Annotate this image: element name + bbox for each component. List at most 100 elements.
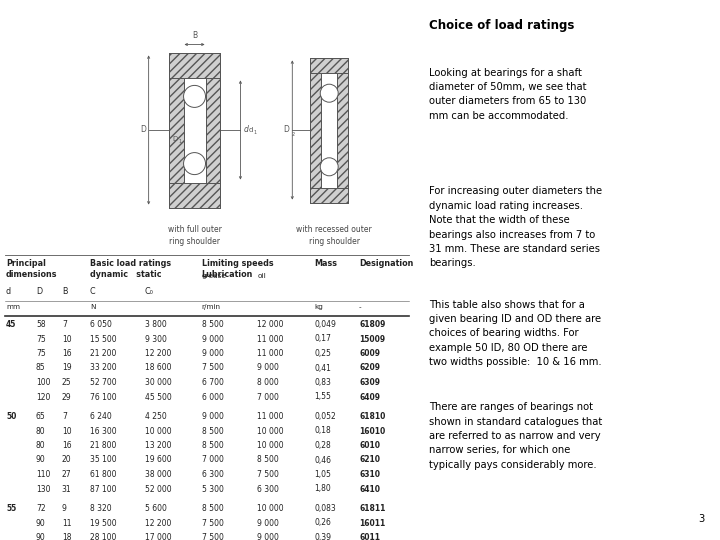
Text: 50: 50 [6,412,17,421]
Text: 0,083: 0,083 [314,504,336,513]
Text: Limiting speeds
Lubrication: Limiting speeds Lubrication [202,259,273,279]
Text: 16011: 16011 [359,518,385,528]
Bar [168,52,220,78]
Text: 6410: 6410 [359,484,380,494]
Text: 12 200: 12 200 [145,518,171,528]
Text: 15 500: 15 500 [90,334,117,343]
Text: 6310: 6310 [359,470,380,479]
Text: mm: mm [6,304,20,310]
Text: 12 000: 12 000 [257,320,284,329]
Bar [337,72,348,187]
Text: 8 320: 8 320 [90,504,112,513]
Text: 12 200: 12 200 [145,349,171,358]
Text: 0,41: 0,41 [314,363,331,373]
Text: 0,83: 0,83 [314,378,331,387]
Text: with full outer
ring shoulder: with full outer ring shoulder [168,225,222,246]
Text: 15009: 15009 [359,334,385,343]
Text: 8 000: 8 000 [257,378,279,387]
Bar [310,57,348,202]
Text: 18 600: 18 600 [145,363,171,373]
Text: 55: 55 [6,504,17,513]
Text: 7 500: 7 500 [257,470,279,479]
Text: 7: 7 [62,412,67,421]
Text: 72: 72 [36,504,45,513]
Text: 9 000: 9 000 [202,349,223,358]
Text: 6 300: 6 300 [202,470,223,479]
Text: C₀: C₀ [145,287,153,296]
Text: 3 800: 3 800 [145,320,166,329]
Text: -: - [359,304,361,310]
Text: 16 300: 16 300 [90,427,117,435]
Text: 8 500: 8 500 [202,427,223,435]
Text: 16: 16 [62,349,71,358]
Text: r/min: r/min [202,304,220,310]
Text: 7 500: 7 500 [202,533,223,540]
Text: 8 500: 8 500 [202,320,223,329]
Text: D: D [173,136,178,142]
Text: 6 240: 6 240 [90,412,112,421]
Text: 61810: 61810 [359,412,385,421]
Circle shape [184,85,205,107]
Text: 35 100: 35 100 [90,456,117,464]
Bar [310,72,321,187]
Text: 19 600: 19 600 [145,456,171,464]
Text: 6 700: 6 700 [202,378,223,387]
Text: 11 000: 11 000 [257,349,284,358]
Bar [168,52,220,207]
Text: There are ranges of bearings not
shown in standard catalogues that
are referred : There are ranges of bearings not shown i… [429,402,603,470]
Text: 10 000: 10 000 [257,441,284,450]
Text: Designation: Designation [359,259,413,268]
Text: N: N [90,304,95,310]
Text: 0,26: 0,26 [314,518,331,528]
Text: 6 050: 6 050 [90,320,112,329]
Text: D: D [36,287,42,296]
Text: 38 000: 38 000 [145,470,171,479]
Text: Looking at bearings for a shaft
diameter of 50mm, we see that
outer diameters fr: Looking at bearings for a shaft diameter… [429,68,587,121]
Text: 19 500: 19 500 [90,518,117,528]
Text: 9 000: 9 000 [257,363,279,373]
Text: 0,39: 0,39 [314,533,331,540]
Text: 25: 25 [62,378,71,387]
Text: 2: 2 [292,132,294,137]
Text: 0,25: 0,25 [314,349,331,358]
Text: 45: 45 [6,320,17,329]
Bar [205,78,220,183]
Text: 6009: 6009 [359,349,380,358]
Text: grease: grease [202,273,226,279]
Text: 11: 11 [62,518,71,528]
Text: 90: 90 [36,533,45,540]
Text: 6011: 6011 [359,533,380,540]
Text: B: B [62,287,68,296]
Text: 120: 120 [36,393,50,402]
Text: 45 500: 45 500 [145,393,171,402]
Text: 21 800: 21 800 [90,441,116,450]
Text: 18: 18 [62,533,71,540]
Text: For increasing outer diameters the
dynamic load rating increases.
Note that the : For increasing outer diameters the dynam… [429,186,603,268]
Text: 11 000: 11 000 [257,334,284,343]
Text: 52 000: 52 000 [145,484,171,494]
Text: 27: 27 [62,470,71,479]
Text: D: D [284,125,289,134]
Text: 30 000: 30 000 [145,378,171,387]
Text: 4 250: 4 250 [145,412,166,421]
Text: B: B [192,30,197,39]
Text: 5 600: 5 600 [145,504,166,513]
Text: 13 200: 13 200 [145,441,171,450]
Text: C: C [90,287,96,296]
Text: with recessed outer
ring shoulder: with recessed outer ring shoulder [297,225,372,246]
Text: 6010: 6010 [359,441,380,450]
Text: 75: 75 [36,334,45,343]
Text: 10 000: 10 000 [145,427,171,435]
Text: 7: 7 [62,320,67,329]
Text: 130: 130 [36,484,50,494]
Text: 0,052: 0,052 [314,412,336,421]
Text: 9 000: 9 000 [202,334,223,343]
Text: d: d [6,287,11,296]
Text: 8 500: 8 500 [257,456,279,464]
Bar [321,72,337,187]
Text: 16010: 16010 [359,427,385,435]
Bar [184,78,205,183]
Text: 0,049: 0,049 [314,320,336,329]
Text: D: D [140,125,145,134]
Text: 6409: 6409 [359,393,380,402]
